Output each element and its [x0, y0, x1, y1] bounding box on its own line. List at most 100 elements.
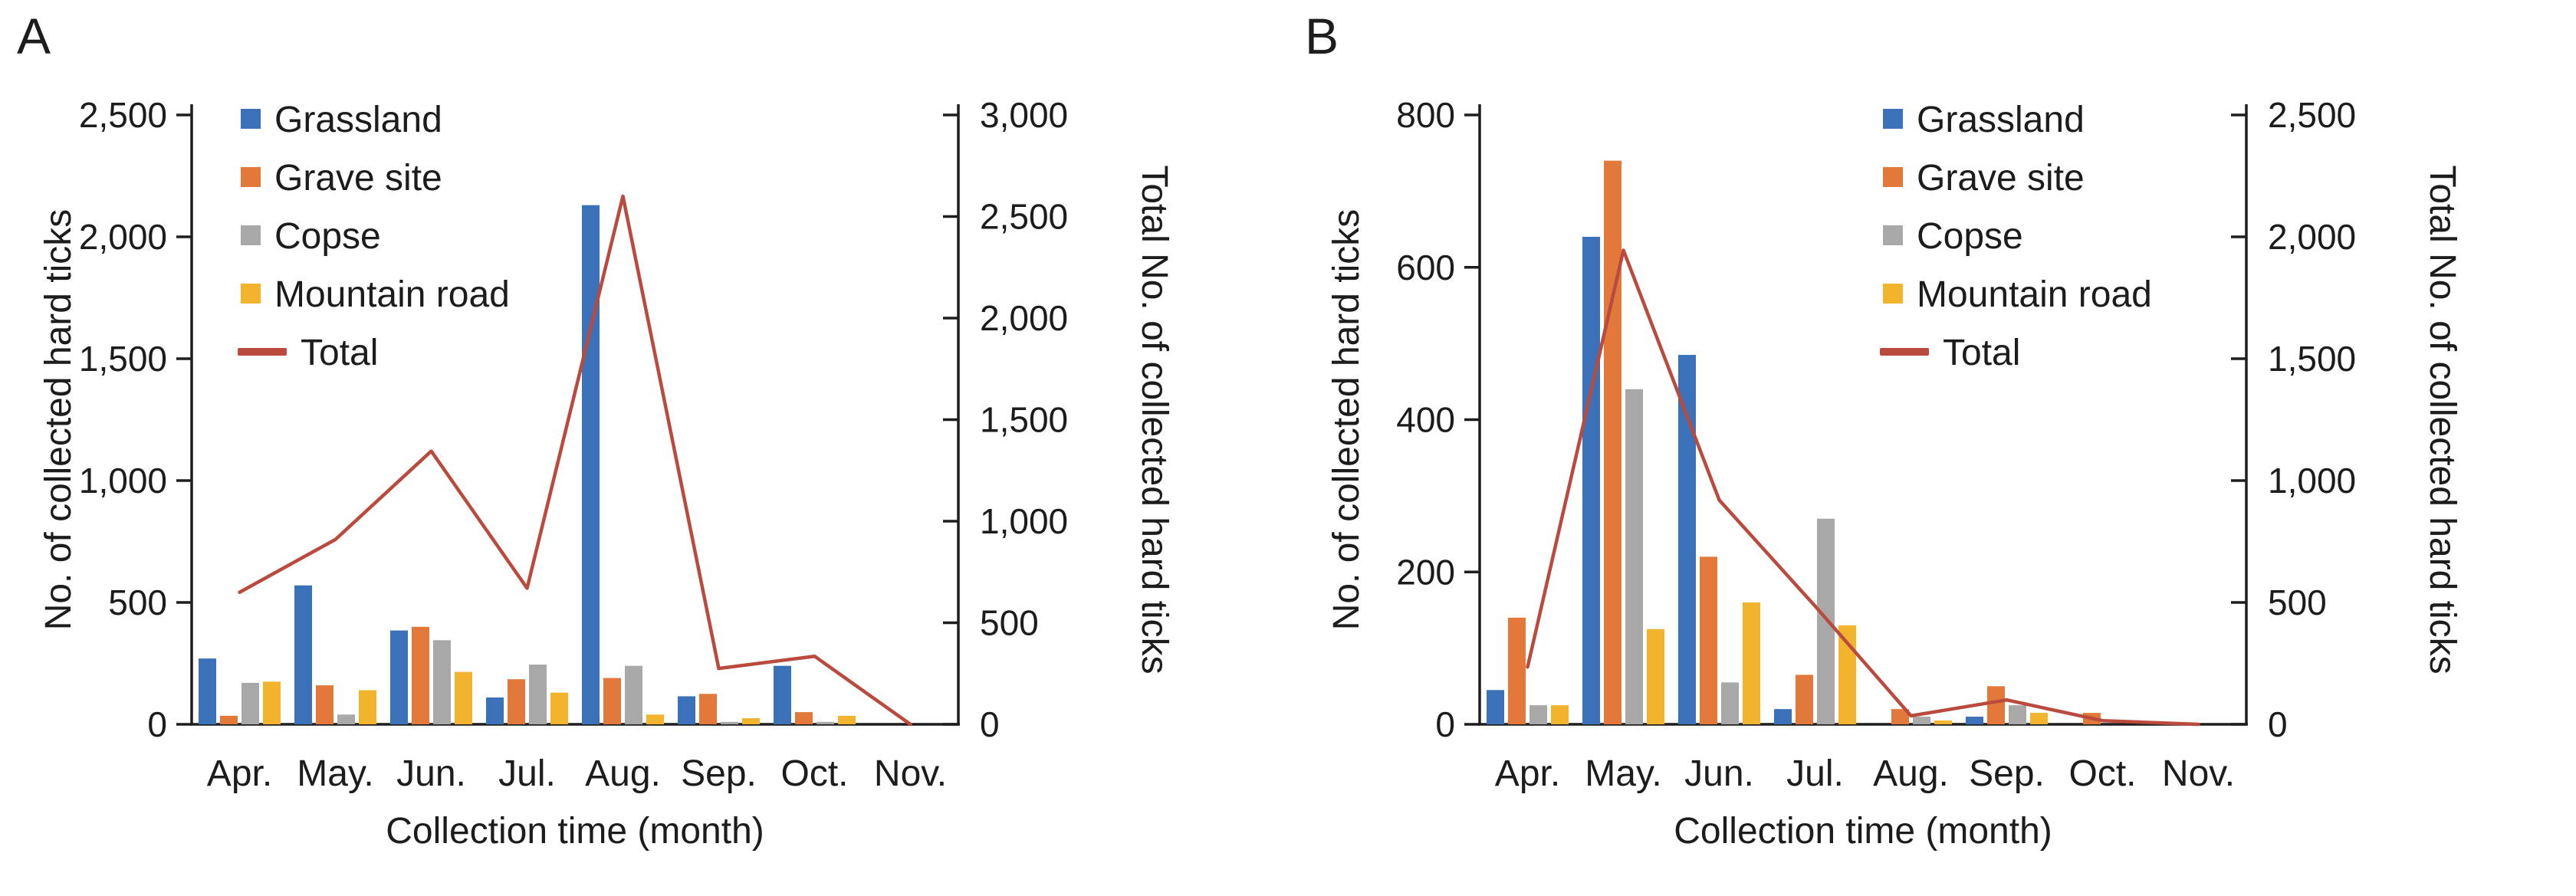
left-axis-tick-label: 200	[1396, 552, 1455, 592]
total-line	[1526, 248, 2200, 727]
bar-grave-site-jul	[1796, 674, 1813, 724]
bar-grassland-sep	[678, 696, 695, 724]
bar-copse-aug	[1913, 717, 1930, 724]
right-axis-tick-label: 2,000	[980, 298, 1068, 338]
x-tick-label-may: May.	[297, 753, 373, 794]
x-tick-label-oct: Oct.	[780, 753, 848, 794]
right-axis-tick-label: 2,500	[2268, 95, 2356, 135]
legend-label-total: Total	[1943, 333, 2020, 373]
bar-grave-site-sep	[699, 694, 717, 724]
x-tick-label-jun: Jun.	[1684, 753, 1754, 794]
bar-copse-jun	[433, 640, 451, 724]
bar-copse-oct	[816, 721, 834, 724]
x-tick-label-may: May.	[1585, 753, 1661, 794]
legend-label-mountain-road: Mountain road	[274, 274, 510, 315]
right-axis-tick-label: 500	[2268, 583, 2327, 622]
bar-copse-apr	[1530, 705, 1547, 724]
legend-swatch-total-line	[238, 348, 287, 356]
right-axis-title: Total No. of collected hard ticks	[1134, 165, 1175, 674]
bar-mountain-road-may	[359, 690, 376, 724]
bar-mountain-road-apr	[1551, 705, 1569, 724]
legend-swatch-mountain-road	[241, 284, 261, 304]
legend-label-grassland: Grassland	[1917, 100, 2085, 140]
bar-grassland-oct	[774, 665, 791, 724]
bar-grave-site-aug	[1891, 709, 1909, 724]
left-axis-tick-label: 2,500	[79, 95, 167, 135]
bar-grassland-apr	[1487, 690, 1504, 724]
x-tick-label-aug: Aug.	[585, 753, 661, 794]
x-tick-label-sep: Sep.	[681, 753, 757, 794]
bar-grave-site-jun	[412, 626, 429, 724]
right-axis-tick-label: 1,500	[2268, 339, 2356, 379]
x-tick-label-apr: Apr.	[1495, 753, 1560, 794]
bar-mountain-road-sep	[2030, 713, 2048, 724]
left-axis-tick-label: 0	[147, 704, 167, 744]
bar-mountain-road-aug	[646, 714, 664, 724]
left-axis-tick-label: 600	[1396, 248, 1455, 287]
bar-mountain-road-sep	[742, 718, 760, 724]
bar-grave-site-apr	[220, 715, 238, 724]
bar-copse-jul	[529, 665, 547, 724]
legend-swatch-grave-site	[1883, 167, 1903, 187]
panel-b: B 0 200 400 600 800 0 500 1,000 1,500 2,000 2,500 A…	[1288, 0, 2576, 896]
bar-grassland-aug	[582, 205, 600, 724]
right-axis-title: Total No. of collected hard ticks	[2422, 165, 2463, 674]
bar-grave-site-aug	[603, 678, 621, 724]
chart-b-svg: 0 200 400 600 800 0 500 1,000 1,500 2,000 2,500 Apr…	[1326, 95, 2463, 852]
bar-mountain-road-jun	[455, 671, 472, 724]
bar-grassland-jun	[390, 630, 408, 724]
total-line	[238, 194, 912, 727]
legend-swatch-copse	[241, 225, 261, 245]
bar-grassland-apr	[199, 658, 216, 724]
bar-grave-site-oct	[795, 712, 813, 724]
x-axis-title: Collection time (month)	[386, 811, 764, 852]
left-axis-tick-label: 1,500	[79, 339, 167, 379]
bar-grave-site-may	[1604, 160, 1622, 724]
bar-grave-site-jun	[1700, 556, 1717, 724]
bar-grassland-may	[1582, 237, 1600, 724]
bar-mountain-road-jul	[550, 692, 568, 724]
bar-mountain-road-jul	[1838, 625, 1856, 724]
legend-label-grave-site: Grave site	[274, 158, 442, 199]
bar-grassland-sep	[1966, 717, 1983, 724]
bar-grassland-jul	[1774, 709, 1792, 724]
right-axis-tick-label: 0	[980, 704, 1000, 744]
panel-a-label: A	[17, 8, 52, 64]
x-tick-label-nov: Nov.	[2162, 753, 2235, 794]
left-axis-tick-label: 500	[108, 583, 167, 622]
bar-grassland-jul	[486, 697, 504, 724]
bar-mountain-road-apr	[263, 681, 281, 724]
left-axis-title: No. of collected hard ticks	[38, 209, 79, 631]
right-axis-tick-label: 2,000	[2268, 217, 2356, 257]
bar-copse-sep	[721, 721, 738, 724]
bar-copse-apr	[242, 682, 259, 724]
bar-mountain-road-aug	[1934, 720, 1952, 724]
legend-swatch-grassland	[241, 109, 261, 129]
right-axis-tick-label: 1,500	[980, 400, 1068, 440]
bar-copse-jun	[1721, 682, 1739, 724]
right-axis-tick-label: 500	[980, 603, 1039, 643]
right-axis-tick-label: 2,500	[980, 197, 1068, 237]
legend-label-copse: Copse	[1917, 216, 2023, 257]
legend-label-grave-site: Grave site	[1917, 158, 2085, 199]
bar-copse-may	[1625, 389, 1643, 724]
legend-swatch-copse	[1883, 225, 1903, 245]
bar-grassland-jun	[1678, 355, 1696, 724]
panel-a: A 0 500 1,000 1,500 2,000 2,500 0 500 1,000 1,500…	[17, 8, 1175, 852]
x-tick-label-jul: Jul.	[498, 753, 556, 794]
left-axis-tick-label: 1,000	[79, 461, 167, 501]
left-axis-tick-label: 2,000	[79, 217, 167, 257]
legend-label-mountain-road: Mountain road	[1917, 274, 2152, 315]
left-axis-title: No. of collected hard ticks	[1326, 209, 1367, 631]
bar-copse-aug	[625, 665, 642, 724]
bar-grave-site-jul	[508, 679, 525, 724]
bar-mountain-road-may	[1647, 629, 1664, 724]
left-axis-tick-label: 800	[1396, 95, 1455, 135]
right-axis-tick-label: 1,000	[980, 501, 1068, 541]
x-tick-label-apr: Apr.	[207, 753, 272, 794]
left-axis-tick-label: 400	[1396, 400, 1455, 440]
legend-swatch-grave-site	[241, 167, 261, 187]
x-axis-title: Collection time (month)	[1674, 811, 2052, 852]
x-tick-label-jul: Jul.	[1786, 753, 1844, 794]
